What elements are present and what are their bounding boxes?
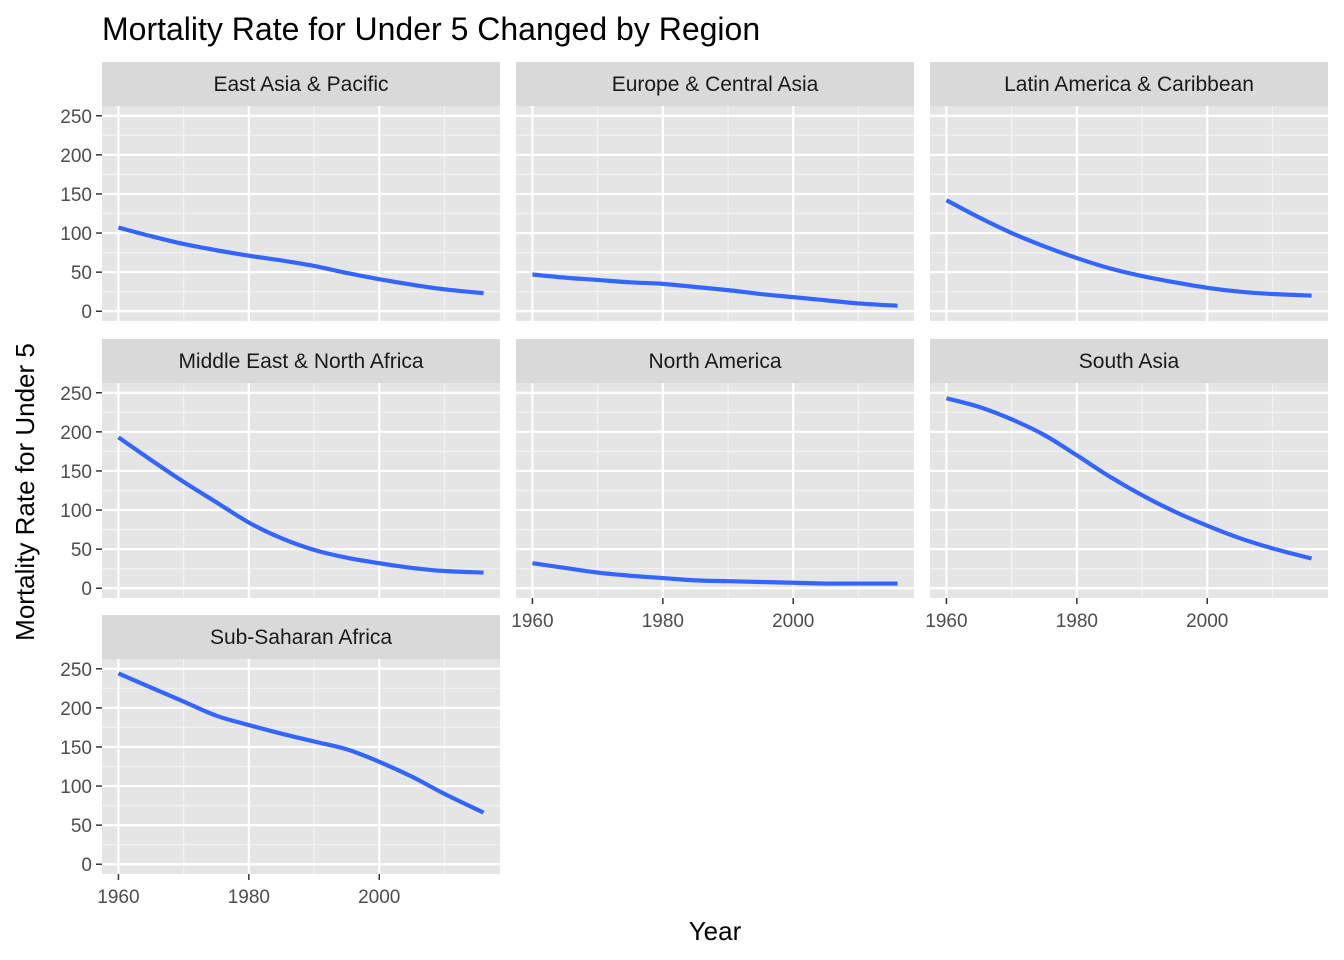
y-tick-label: 50: [71, 816, 92, 837]
series-line-south-asia: [945, 396, 1313, 561]
series-line-europe-and-central-asia: [532, 272, 898, 308]
facet-strip-label: Middle East & North Africa: [178, 350, 423, 373]
y-tick-label: 0: [81, 579, 92, 600]
y-tick-label: 250: [60, 107, 92, 128]
y-tick-label: 50: [71, 540, 92, 561]
y-tick-label: 150: [60, 738, 92, 759]
facet-strip: [102, 615, 500, 659]
y-tick-label: 250: [60, 660, 92, 681]
series-line-sub-saharan-africa: [117, 671, 485, 815]
x-tick-label: 1960: [925, 611, 967, 632]
y-tick-label: 50: [71, 263, 92, 284]
facet-strip: [930, 339, 1328, 383]
series-line-middle-east-and-north-africa: [117, 435, 484, 575]
x-tick-label: 1980: [1056, 611, 1098, 632]
x-tick-label: 2000: [772, 611, 814, 632]
facet-strip-label: South Asia: [1079, 350, 1180, 373]
y-tick-label: 100: [60, 777, 92, 798]
facet-panel-south-asia: South Asia 1960 1980 2000: [925, 339, 1328, 632]
y-tick-label: 0: [81, 302, 92, 323]
y-tick-label: 150: [60, 185, 92, 206]
facet-strip: [102, 339, 500, 383]
facet-strip-label: North America: [648, 350, 781, 373]
y-tick-label: 0: [81, 855, 92, 876]
y-tick-label: 250: [60, 384, 92, 405]
series-line-latin-america-and-caribbean: [945, 198, 1312, 298]
facet-strip-label: Latin America & Caribbean: [1004, 73, 1254, 96]
x-tick-label: 1980: [228, 887, 270, 908]
facet-strip: [516, 339, 914, 383]
facet-strip-label: East Asia & Pacific: [213, 73, 388, 96]
facet-strip-label: Sub-Saharan Africa: [210, 626, 392, 649]
facet-panel-sub-saharan-africa: Sub-Saharan Africa 0 50 100 150 200 250 1960 198…: [60, 615, 500, 908]
series-line-north-america: [532, 561, 898, 586]
y-tick-label: 200: [60, 146, 92, 167]
facet-panels: East Asia & Pacific 0 50 100 150 200 250 Europe…: [60, 62, 1328, 908]
y-tick-label: 150: [60, 462, 92, 483]
y-tick-label: 100: [60, 224, 92, 245]
facet-strip-label: Europe & Central Asia: [612, 73, 819, 96]
x-tick-label: 1960: [97, 887, 139, 908]
y-tick-label: 200: [60, 699, 92, 720]
y-axis-title: Mortality Rate for Under 5: [10, 343, 40, 641]
series-line-east-asia-and-pacific: [117, 225, 484, 296]
x-tick-label: 1980: [642, 611, 684, 632]
x-axis-title: Year: [689, 916, 742, 946]
x-tick-label: 1960: [511, 611, 553, 632]
chart-title: Mortality Rate for Under 5 Changed by Re…: [102, 11, 760, 47]
facet-strip: [930, 62, 1328, 106]
facet-panel-europe-and-central-asia: Europe & Central Asia: [516, 62, 914, 321]
facet-panel-latin-america-and-caribbean: Latin America & Caribbean: [930, 62, 1328, 321]
y-tick-label: 100: [60, 501, 92, 522]
y-tick-label: 200: [60, 423, 92, 444]
x-tick-label: 2000: [358, 887, 400, 908]
facet-panel-east-asia-and-pacific: East Asia & Pacific 0 50 100 150 200 250: [60, 62, 500, 323]
facet-panel-north-america: North America 1960 1980 2000: [511, 339, 914, 632]
facet-strip: [102, 62, 500, 106]
x-tick-label: 2000: [1186, 611, 1228, 632]
facet-panel-middle-east-and-north-africa: Middle East & North Africa 0 50 100 150 200 25…: [60, 339, 500, 600]
facet-strip: [516, 62, 914, 106]
